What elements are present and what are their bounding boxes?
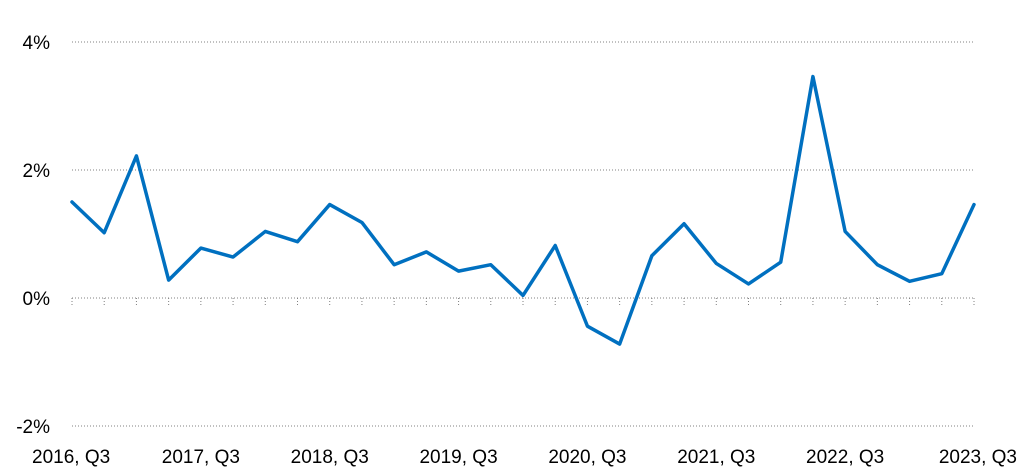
- y-tick-label-neg2pct: -2%: [16, 417, 50, 438]
- y-tick-label-4pct: 4%: [23, 33, 51, 54]
- x-tick-label: 2023, Q3: [939, 447, 1017, 468]
- x-tick-label: 2016, Q3: [32, 447, 110, 468]
- x-tick-label: 2019, Q3: [419, 447, 497, 468]
- x-tick-marks: [71, 298, 975, 306]
- series-line-0: [70, 74, 976, 346]
- x-tick-label: 2021, Q3: [677, 447, 755, 468]
- x-tick-label: 2022, Q3: [806, 447, 884, 468]
- x-tick-labels: 2016, Q3 2017, Q3 2018, Q3 2019, Q3 2020, Q3…: [32, 447, 1017, 468]
- x-tick-label: 2017, Q3: [162, 447, 240, 468]
- series-layer: [70, 74, 976, 346]
- x-tick-label: 2020, Q3: [548, 447, 626, 468]
- y-tick-label-2pct: 2%: [23, 161, 51, 182]
- x-tick-label: 2018, Q3: [291, 447, 369, 468]
- y-tick-label-0pct: 0%: [23, 289, 51, 310]
- y-tick-labels: 4% 2% 0% -2%: [16, 33, 50, 438]
- grid-layer: [72, 41, 974, 427]
